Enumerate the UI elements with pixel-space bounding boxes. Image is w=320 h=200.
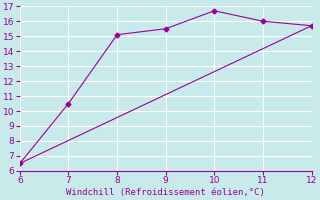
X-axis label: Windchill (Refroidissement éolien,°C): Windchill (Refroidissement éolien,°C) bbox=[66, 188, 265, 197]
